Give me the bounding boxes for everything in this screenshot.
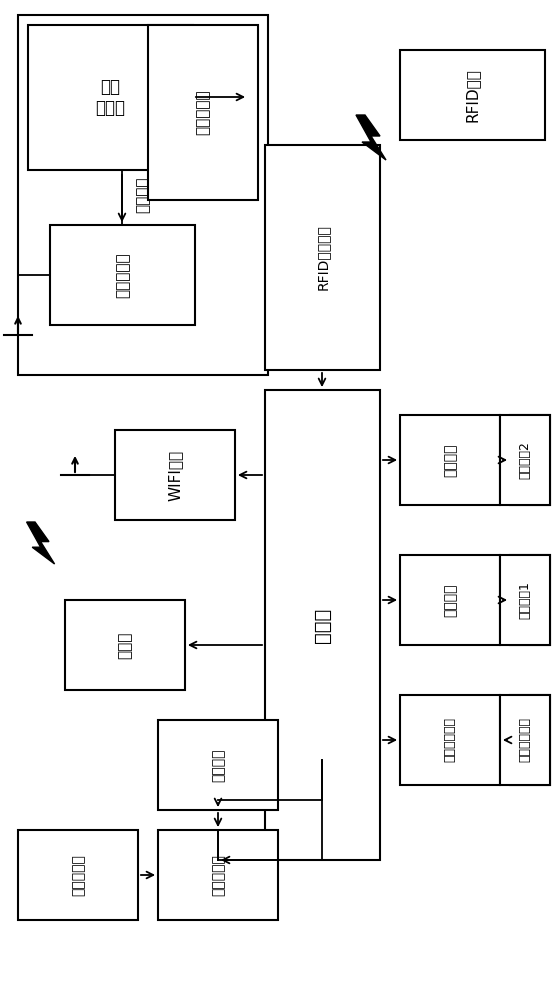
Bar [400, 50, 545, 140]
Bar [500, 555, 550, 645]
Bar [18, 15, 268, 375]
Bar [28, 25, 193, 170]
Bar [500, 695, 550, 785]
Text: 发热元件: 发热元件 [211, 748, 225, 782]
Text: 步进电机2: 步进电机2 [519, 441, 532, 479]
Text: 滴速检测元件: 滴速检测元件 [523, 718, 537, 762]
Bar [158, 830, 278, 920]
Text: 测温传感器: 测温传感器 [71, 854, 85, 896]
Bar [400, 695, 500, 785]
Text: 步进电机2: 步进电机2 [523, 441, 537, 479]
Bar [265, 145, 380, 370]
Bar [510, 415, 550, 505]
Text: 滴速检测元件: 滴速检测元件 [519, 718, 532, 762]
Text: RFID腕带: RFID腕带 [465, 68, 480, 122]
Bar [265, 390, 380, 860]
Bar [65, 600, 185, 690]
Bar [510, 555, 550, 645]
Bar [400, 555, 500, 645]
Text: 平板显示器: 平板显示器 [196, 90, 211, 135]
Bar [510, 695, 550, 785]
Bar [115, 430, 235, 520]
Text: WIFI电路: WIFI电路 [168, 449, 182, 501]
Text: 滴速检测电路: 滴速检测电路 [443, 718, 457, 762]
Text: 控制主机: 控制主机 [135, 177, 150, 213]
Text: 测温传感器: 测温传感器 [211, 854, 225, 896]
Bar [158, 720, 278, 810]
Bar [400, 415, 500, 505]
Bar [500, 415, 550, 505]
Bar [148, 25, 258, 200]
Text: 步进电机1: 步进电机1 [519, 581, 532, 619]
Bar [50, 225, 195, 325]
Text: 中央
处理器: 中央 处理器 [96, 78, 126, 117]
Text: 收发射电路: 收发射电路 [115, 252, 130, 298]
Bar [18, 830, 138, 920]
Polygon shape [27, 522, 55, 564]
Text: RFID识别电路: RFID识别电路 [315, 225, 329, 290]
Text: 显示器: 显示器 [117, 631, 132, 659]
Text: 驱动电路: 驱动电路 [443, 583, 457, 617]
Text: 步进电机1: 步进电机1 [523, 581, 537, 619]
Text: 单片机: 单片机 [313, 607, 332, 643]
Text: 驱动电路: 驱动电路 [443, 443, 457, 477]
Polygon shape [356, 115, 386, 160]
